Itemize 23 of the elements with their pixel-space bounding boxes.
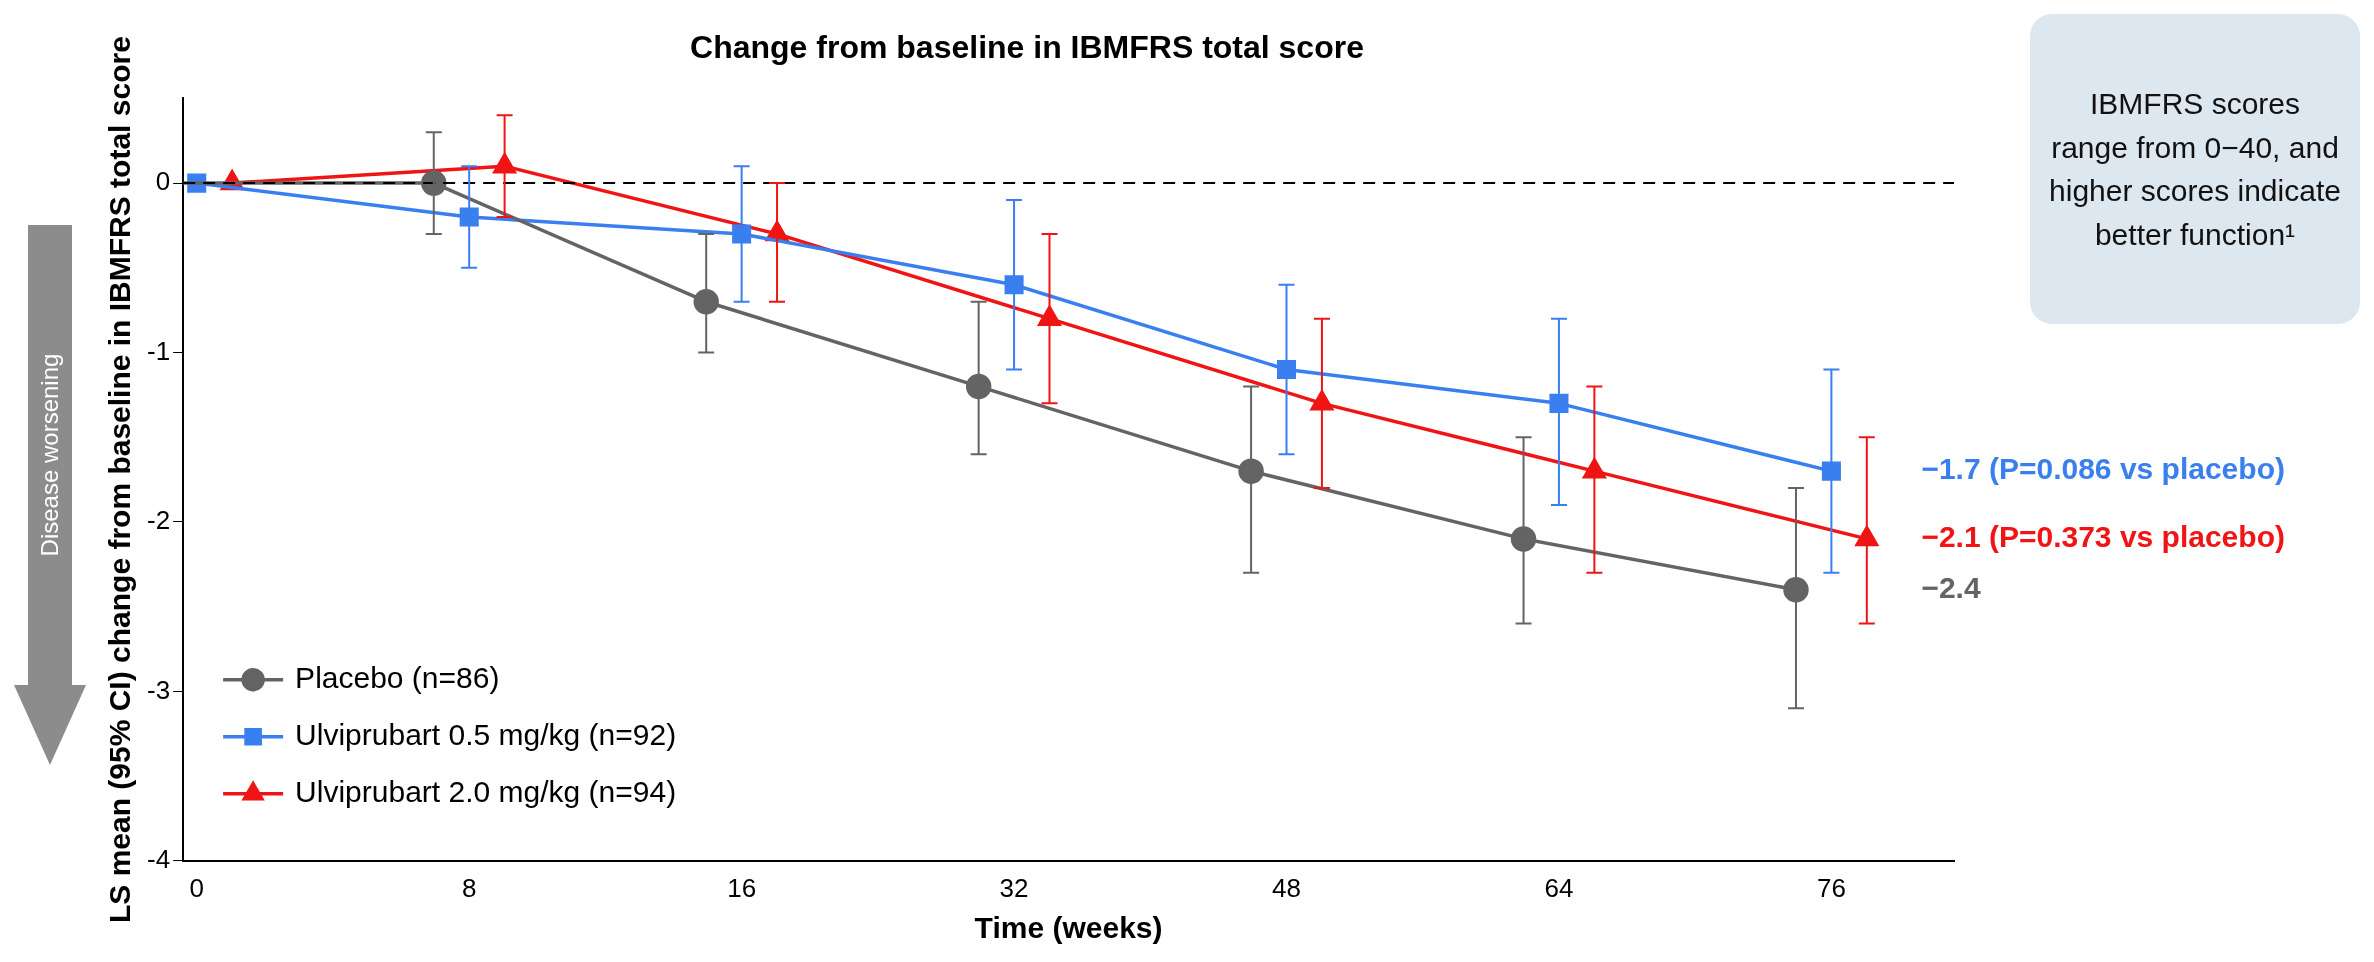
legend-label: Placebo (n=86) (295, 661, 500, 695)
chart-title: Change from baseline in IBMFRS total score (690, 29, 1364, 66)
x-tick-label: 32 (999, 872, 1029, 903)
y-tick-label: 0 (155, 166, 171, 197)
x-tick-label: 64 (1544, 872, 1574, 903)
y-tick-label: -3 (146, 674, 171, 705)
y-tick-label: -1 (146, 335, 171, 366)
x-axis-title: Time (weeks) (974, 911, 1163, 945)
x-tick-label: 48 (1272, 872, 1301, 903)
annotation: −2.4 (1921, 570, 1981, 604)
x-tick-label: 76 (1816, 872, 1846, 903)
text: IBMFRS scores range from 0−40, and higher scores indicate better function¹ (2030, 14, 2360, 324)
y-tick-label: -4 (146, 843, 171, 874)
y-tick-label: -2 (146, 505, 171, 536)
text: Disease worsening (36, 353, 64, 557)
x-tick-label: 0 (189, 872, 204, 903)
x-tick-label: 16 (727, 872, 757, 903)
annotation: −1.7 (P=0.086 vs placebo) (1921, 452, 2285, 486)
annotation: −2.1 (P=0.373 vs placebo) (1921, 520, 2285, 554)
y-axis-title: LS mean (95% CI) change from baseline in IBMFRS total score (103, 36, 137, 924)
legend-label: Ulviprubart 0.5 mg/kg (n=92) (295, 718, 677, 752)
legend-label: Ulviprubart 2.0 mg/kg (n=94) (295, 775, 677, 809)
x-tick-label: 8 (461, 872, 477, 903)
